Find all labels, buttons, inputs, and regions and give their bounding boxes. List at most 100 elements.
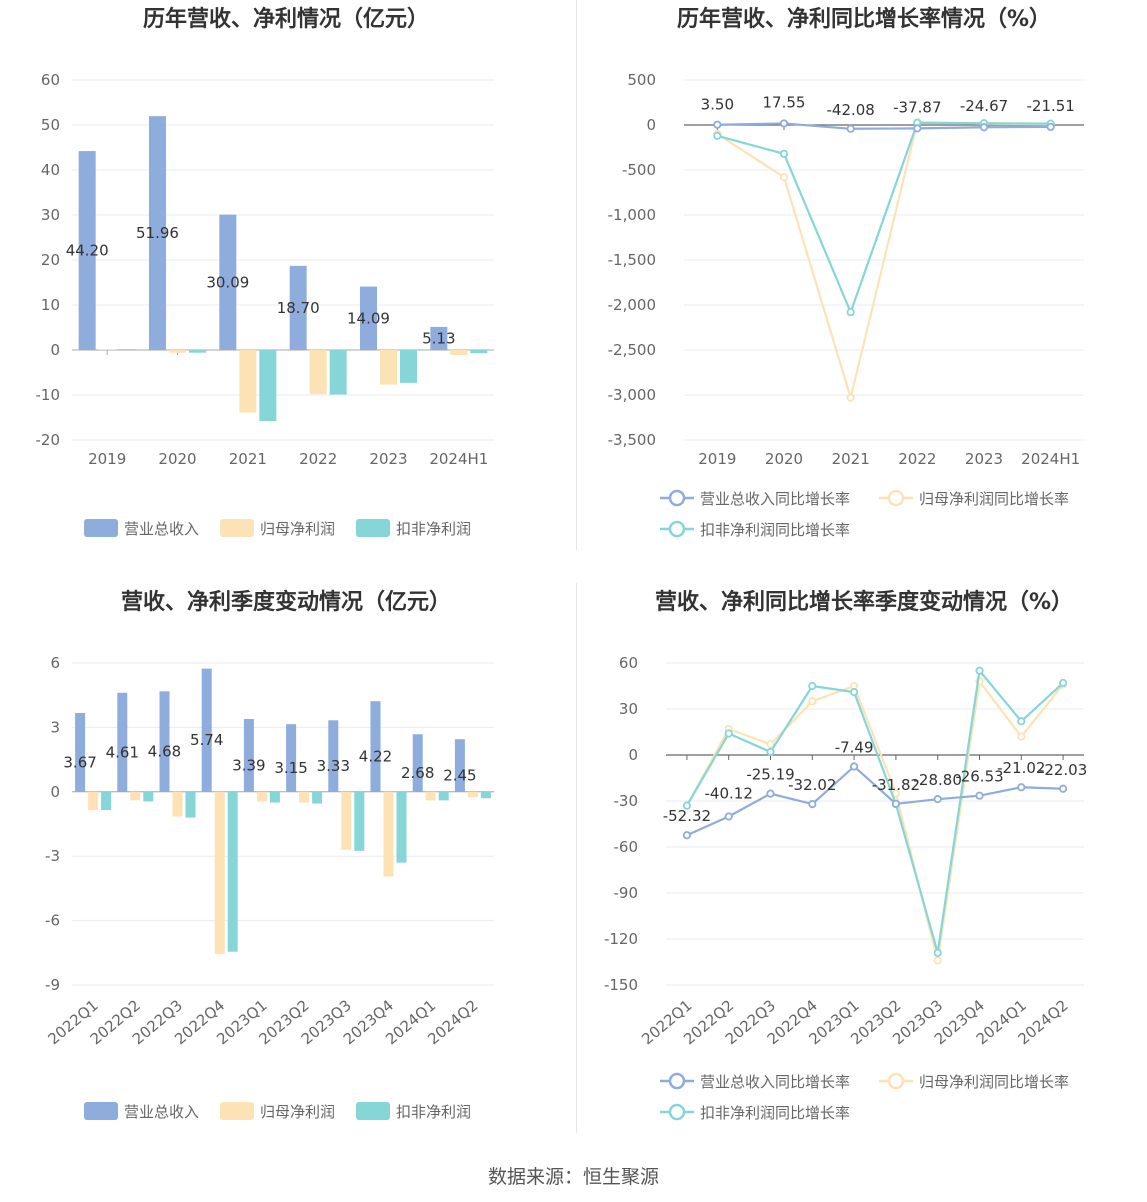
y-tick-label: -3,000: [608, 386, 656, 404]
x-tick-label: 2019: [698, 450, 736, 468]
quarterly-growth-rate-chart: 营收、净利同比增长率季度变动情况（%） -150 -120 -90 -60 -30 0 30 6…: [574, 583, 1147, 1168]
bar-deducted: [185, 791, 196, 818]
bar-data-label: 3.15: [274, 759, 307, 777]
line-data-label: 3.50: [701, 96, 734, 114]
bar-netprofit: [309, 350, 327, 395]
legend-label: 营业总收入同比增长率: [700, 490, 850, 508]
bar-deducted: [101, 791, 112, 811]
y-tick-label: 60: [41, 71, 60, 89]
bar-revenue: [289, 265, 307, 350]
bar-deducted: [143, 791, 154, 802]
bar-netprofit: [299, 791, 310, 803]
bar-deducted: [269, 791, 280, 803]
y-tick-label: 60: [619, 654, 638, 672]
quarterly-revenue-profit-chart: 营收、净利季度变动情况（亿元） -9 -6 -3 0 3 6 2022Q1 3.67 2022Q2…: [0, 583, 573, 1168]
line-point: [933, 795, 942, 804]
line-point: [1017, 783, 1026, 792]
bar-netprofit: [169, 350, 186, 353]
annual-revenue-profit-svg: 历年营收、净利情况（亿元） -20 -10 0 10 20 30 40 50 60 2019 44.2…: [36, 6, 494, 538]
bar-revenue: [243, 719, 254, 792]
line-point: [979, 123, 989, 132]
bar-deducted: [329, 350, 347, 395]
x-tick-label: 2024H1: [1021, 450, 1080, 468]
bar-revenue: [286, 724, 297, 792]
line-point: [779, 149, 789, 158]
bar-deducted: [396, 791, 407, 863]
bar-data-label: 44.20: [66, 242, 109, 260]
legend-marker: [668, 1072, 686, 1090]
bar-revenue: [75, 713, 86, 792]
line-point: [713, 131, 722, 140]
bar-data-label: 4.61: [106, 743, 139, 761]
line-data-label: -31.82: [872, 776, 920, 794]
line-point: [975, 791, 984, 800]
bar-netprofit: [239, 350, 257, 413]
legend-label: 归母净利润: [260, 1103, 335, 1121]
data-source-note: 数据来源：恒生聚源: [487, 1166, 659, 1188]
bar-data-label: 3.67: [63, 753, 96, 771]
line-point: [779, 119, 789, 128]
line-point: [766, 747, 775, 757]
bar-deducted: [189, 350, 206, 353]
bar-revenue: [159, 691, 170, 792]
x-tick-label: 2024H1: [429, 450, 488, 468]
bar-data-label: 5.74: [190, 731, 223, 749]
legend-label: 归母净利润: [260, 520, 335, 538]
legend-swatch: [220, 519, 254, 537]
y-tick-label: -6: [45, 912, 60, 930]
bar-revenue: [360, 286, 377, 350]
y-tick-label: 0: [646, 116, 656, 134]
y-tick-label: 30: [619, 700, 638, 718]
bar-revenue: [117, 692, 128, 792]
y-tick-label: -3: [45, 847, 60, 865]
line-data-label: -42.08: [826, 101, 874, 119]
chart-title: 历年营收、净利情况（亿元）: [143, 6, 429, 32]
line-point: [1046, 122, 1055, 132]
bar-data-label: 51.96: [136, 224, 179, 242]
bar-revenue: [328, 720, 339, 792]
y-tick-label: 0: [628, 746, 638, 764]
bar-revenue: [149, 116, 166, 351]
bar-data-label: 4.68: [148, 743, 181, 761]
line-data-label: -7.49: [835, 738, 874, 756]
bar-revenue: [412, 734, 423, 792]
bar-revenue: [219, 214, 237, 350]
bar-deducted: [400, 350, 417, 383]
line-deducted-growth: [717, 121, 1051, 316]
bar-revenue: [201, 668, 212, 792]
line-point: [975, 666, 984, 675]
line-data-label: -40.12: [705, 785, 753, 803]
y-tick-label: 40: [41, 161, 60, 179]
y-tick-label: -20: [36, 431, 61, 449]
line-data-label: -22.03: [1039, 761, 1087, 779]
y-tick-label: 20: [41, 251, 60, 269]
bar-data-label: 30.09: [206, 273, 249, 291]
bar-deducted: [259, 350, 277, 422]
annual-growth-rate-chart: 历年营收、净利同比增长率情况（%） -3,500 -3,000 -2,500 -2,00…: [574, 0, 1147, 585]
bar-deducted: [480, 791, 491, 799]
line-data-label: -21.02: [997, 759, 1045, 777]
y-tick-label: -10: [36, 386, 61, 404]
y-tick-label: 10: [41, 296, 60, 314]
line-point: [724, 812, 733, 821]
y-tick-label: 0: [50, 783, 60, 801]
line-point: [766, 789, 775, 798]
line-data-label: 17.55: [763, 93, 806, 111]
bar-revenue: [370, 701, 381, 792]
x-tick-label: 2020: [765, 450, 803, 468]
y-tick-label: -30: [614, 792, 639, 810]
bar-netprofit: [450, 350, 468, 355]
legend-label: 扣非净利润: [396, 1103, 471, 1121]
line-point: [1058, 678, 1068, 688]
line-point: [933, 948, 942, 957]
line-deducted-growth: [685, 668, 1064, 954]
line-data-label: -32.02: [788, 776, 836, 794]
chart-title: 营收、净利季度变动情况（亿元）: [121, 589, 451, 615]
legend-swatch: [84, 1102, 118, 1120]
y-tick-label: -150: [604, 976, 638, 994]
bar-data-label: 5.13: [422, 329, 455, 347]
legend-swatch: [356, 519, 390, 537]
line-data-label: -21.51: [1026, 97, 1074, 115]
line-point: [682, 801, 692, 810]
y-tick-label: 30: [41, 206, 60, 224]
